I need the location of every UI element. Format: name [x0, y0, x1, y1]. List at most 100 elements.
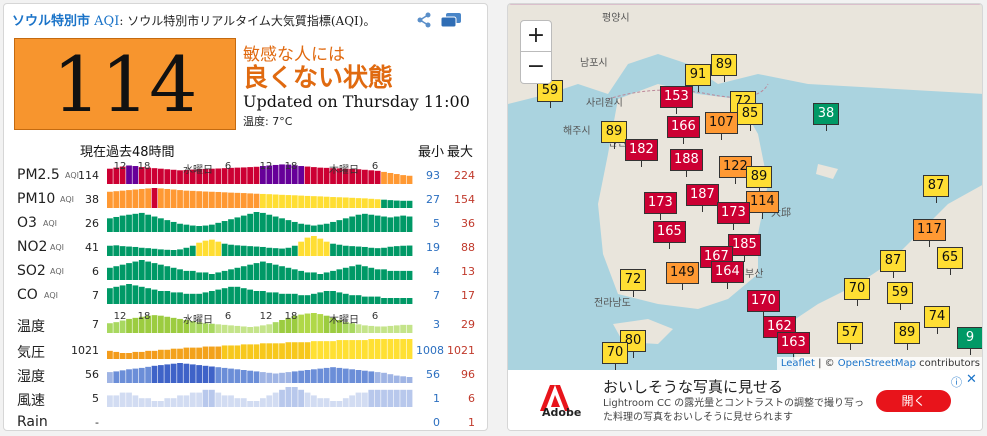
history-bar [138, 212, 145, 232]
history-bar [298, 342, 305, 359]
history-bar [126, 392, 132, 407]
aqi-marker[interactable]: 59 [887, 282, 913, 310]
history-bar [342, 340, 349, 359]
history-bar [221, 243, 228, 256]
history-bar [138, 316, 145, 333]
history-bar [247, 246, 254, 256]
share-icon[interactable] [415, 12, 433, 28]
row-bar-chart[interactable] [107, 411, 413, 431]
aqi-marker[interactable]: 187 [686, 184, 719, 212]
ad-open-button[interactable]: 開く [876, 390, 951, 412]
history-bar [247, 264, 254, 280]
aqi-marker[interactable]: 87 [880, 250, 906, 278]
row-max: 88 [461, 241, 475, 254]
history-bar [126, 165, 132, 184]
aqi-marker[interactable]: 165 [653, 221, 686, 249]
aqi-marker[interactable]: 188 [670, 149, 703, 177]
ad-info-icon[interactable]: ⓘ [951, 376, 962, 389]
aqi-marker[interactable]: 74 [924, 306, 950, 334]
row-bar-chart[interactable] [107, 212, 413, 232]
history-bar [400, 175, 407, 184]
history-bar [221, 288, 228, 304]
row-bar-chart[interactable] [107, 260, 413, 280]
row-bar-chart[interactable] [107, 188, 413, 208]
history-bar [132, 261, 139, 280]
row-bar-chart[interactable] [107, 339, 413, 359]
aqi-marker[interactable]: 38 [813, 103, 839, 131]
aqi-marker[interactable]: 85 [737, 103, 763, 131]
aqi-marker[interactable]: 87 [923, 175, 949, 203]
aqi-marker[interactable]: 89 [746, 166, 772, 194]
history-bar [330, 168, 336, 184]
row-bar-chart[interactable] [107, 164, 413, 184]
aqi-marker[interactable]: 122 [719, 156, 752, 184]
history-bar [279, 389, 285, 407]
history-bar [253, 212, 260, 232]
history-bar [253, 193, 260, 208]
cards-icon[interactable] [440, 12, 462, 28]
history-bar [368, 198, 375, 208]
aqi-marker[interactable]: 185 [728, 234, 761, 262]
history-bar [406, 298, 413, 304]
history-bar [355, 246, 362, 256]
history-bar [221, 395, 228, 407]
aqi-marker[interactable]: 149 [666, 262, 699, 290]
aqi-marker[interactable]: 72 [620, 269, 646, 297]
updated-time: Updated on Thursday 11:00 [243, 92, 470, 111]
history-bar [260, 166, 266, 184]
ad-title[interactable]: おいしそうな写真に見せる [603, 378, 784, 396]
history-bar [342, 267, 349, 280]
ad-close-icon[interactable]: ✕ [966, 372, 977, 387]
aqi-marker[interactable]: 117 [913, 219, 946, 247]
aqi-marker[interactable]: 153 [660, 86, 693, 114]
row-max: 36 [461, 217, 475, 230]
aqi-marker[interactable]: 57 [837, 322, 863, 350]
aqi-marker[interactable]: 70 [844, 278, 870, 306]
aqi-marker[interactable]: 107 [705, 112, 738, 140]
aqi-marker[interactable]: 89 [894, 322, 920, 350]
history-bar [202, 346, 209, 359]
history-bar [323, 223, 330, 232]
history-bar [183, 363, 190, 383]
aqi-marker[interactable]: 59 [537, 80, 563, 108]
zoom-in-button[interactable]: + [520, 20, 552, 52]
min-header: 最小 [418, 145, 445, 160]
city-link[interactable]: ソウル特別市 [12, 14, 91, 29]
aqi-marker[interactable]: 170 [747, 290, 780, 318]
osm-link[interactable]: OpenStreetMap [837, 358, 916, 369]
aqi-marker[interactable]: 166 [667, 116, 700, 144]
aqi-marker[interactable]: 9 [957, 327, 982, 355]
history-bar [170, 292, 177, 304]
row-bar-chart[interactable] [107, 363, 413, 383]
aqi-marker[interactable]: 89 [711, 54, 737, 82]
aqi-marker[interactable]: 65 [937, 247, 963, 275]
aqi-marker[interactable]: 89 [601, 121, 627, 149]
history-bar [336, 244, 343, 256]
aqi-marker[interactable]: 91 [685, 64, 711, 92]
history-bar [170, 250, 177, 256]
aqi-marker[interactable]: 70 [602, 342, 628, 370]
aqi-marker[interactable]: 164 [711, 261, 744, 289]
aqi-marker[interactable]: 163 [777, 332, 810, 360]
aqi-marker[interactable]: 173 [644, 192, 677, 220]
row-name: CO [17, 287, 38, 303]
aqi-marker[interactable]: 173 [717, 202, 750, 230]
leaflet-link[interactable]: Leaflet [780, 358, 815, 369]
history-bar [253, 344, 260, 359]
row-bar-chart[interactable] [107, 387, 413, 407]
ad-banner[interactable]: Adobe おいしそうな写真に見せる Lightroom CC の露光量とコント… [508, 370, 982, 430]
aqi-marker[interactable]: 182 [625, 139, 658, 167]
history-bar [234, 325, 241, 333]
history-bar [183, 395, 190, 407]
zoom-out-button[interactable]: − [520, 52, 552, 84]
aqi-marker[interactable]: 114 [746, 191, 779, 219]
aqi-map[interactable]: 평양시 남포시 사리원시 해주시 인천 전라남도 부산 大邱 59 91 89 72 85 38 89 15… [508, 4, 982, 370]
history-bar [126, 246, 132, 256]
history-bar [158, 218, 164, 232]
history-bar [362, 198, 368, 208]
history-bar [304, 392, 311, 407]
row-bar-chart[interactable] [107, 236, 413, 256]
row-bar-chart[interactable] [107, 313, 413, 333]
row-bar-chart[interactable] [107, 284, 413, 304]
history-bar [113, 371, 120, 383]
